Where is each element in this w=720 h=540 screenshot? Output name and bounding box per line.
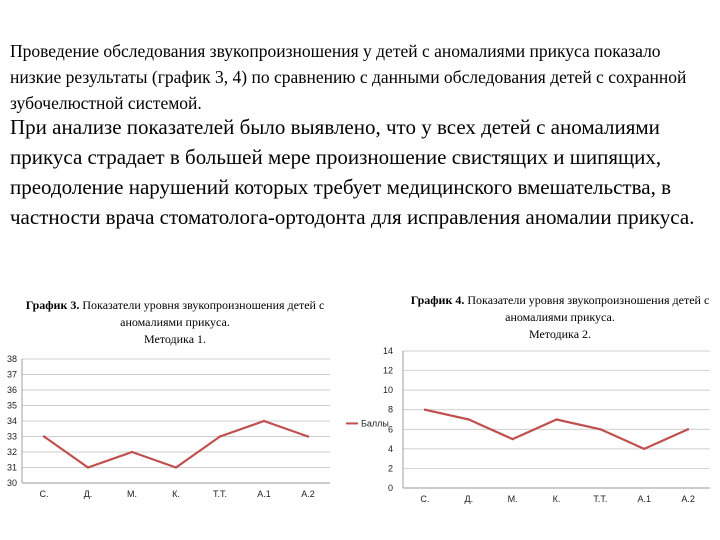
- chart3-title-text: Показатели уровня звукопроизношения дете…: [82, 298, 325, 329]
- chart4-y-tick-label: 6: [388, 424, 393, 434]
- chart4-data-point: [511, 437, 514, 441]
- chart3-y-tick-label: 32: [7, 447, 17, 457]
- chart4-y-tick-label: 0: [388, 483, 393, 493]
- chart4-subtitle: Методика 2.: [528, 327, 592, 341]
- chart4-x-tick-label: С.: [420, 494, 429, 504]
- chart3-x-tick-label: А.1: [257, 489, 271, 499]
- chart3-x-tick-label: А.2: [301, 489, 315, 499]
- chart3-x-tick-label: М.: [127, 489, 137, 499]
- chart3-data-point: [86, 466, 90, 469]
- chart4-title-text: Показатели уровня звукопроизношения дете…: [467, 293, 710, 324]
- chart3-title: График 3. Показатели уровня звукопроизно…: [10, 297, 340, 348]
- chart3-data-point: [306, 435, 310, 438]
- chart3-title-prefix: График 3.: [25, 298, 80, 312]
- chart3-x-tick-label: С.: [40, 489, 49, 499]
- chart3-y-tick-label: 33: [7, 432, 17, 442]
- chart3-data-point: [42, 435, 46, 438]
- chart4-y-tick-label: 2: [388, 463, 393, 473]
- chart4-y-tick-label: 8: [388, 405, 393, 415]
- chart4-legend-label: Баллы: [361, 418, 389, 428]
- chart3-y-tick-label: 35: [7, 401, 17, 411]
- chart3-data-point: [130, 450, 134, 454]
- chart3-plot: 30 31 32 33 34 35 36 37 38 С. Д. М. К. Т.Т. А.1 А.2: [7, 354, 330, 499]
- chart4-x-tick-label: М.: [508, 494, 518, 504]
- chart3-y-tick-label: 34: [7, 416, 17, 426]
- chart3-y-tick-label: 36: [7, 385, 17, 395]
- chart3-y-tick-label: 38: [7, 354, 17, 364]
- chart4-plot: 0 2 4 6 8 10 12 14 С. Д. М. К. Т.Т. А.1 А.2 Баллы: [346, 346, 710, 504]
- chart4-y-tick-label: 4: [388, 444, 393, 454]
- chart4-x-tick-label: К.: [553, 494, 561, 504]
- chart4-y-tick-label: 10: [383, 385, 393, 395]
- chart4-data-point: [555, 418, 558, 421]
- chart3-x-tick-label: К.: [172, 489, 180, 499]
- chart3-subtitle: Методика 1.: [143, 332, 207, 346]
- chart4-y-tick-label: 12: [383, 366, 393, 376]
- chart3-y-tick-label: 30: [7, 478, 17, 488]
- chart4-data-point: [599, 428, 602, 431]
- chart4-title-prefix: График 4.: [410, 293, 465, 307]
- chart3-x-tick-label: Т.Т.: [213, 489, 227, 499]
- chart4-title: График 4. Показатели уровня звукопроизно…: [400, 292, 720, 343]
- chart4-x-tick-label: Т.Т.: [593, 494, 607, 504]
- chart4-y-tick-label: 14: [383, 346, 393, 356]
- chart3-data-point: [174, 466, 178, 469]
- intro-paragraph: Проведение обследования звукопроизношени…: [10, 41, 687, 113]
- chart3-x-tick-label: Д.: [84, 489, 93, 499]
- chart4-data-point: [423, 408, 427, 411]
- analysis-paragraph: При анализе показателей было выявлено, ч…: [10, 115, 695, 229]
- chart3-data-point: [218, 435, 222, 438]
- chart3-data-point: [262, 419, 266, 423]
- chart4-x-tick-label: А.2: [681, 494, 695, 504]
- chart4-data-point: [467, 418, 470, 421]
- chart4-data-point: [686, 428, 690, 431]
- chart3-series-line: [43, 419, 309, 469]
- chart4-x-tick-label: Д.: [464, 494, 473, 504]
- chart4-data-point: [643, 447, 646, 451]
- chart4-x-tick-label: А.1: [637, 494, 651, 504]
- chart3-y-tick-label: 37: [7, 370, 17, 380]
- chart3-y-tick-label: 31: [7, 463, 17, 473]
